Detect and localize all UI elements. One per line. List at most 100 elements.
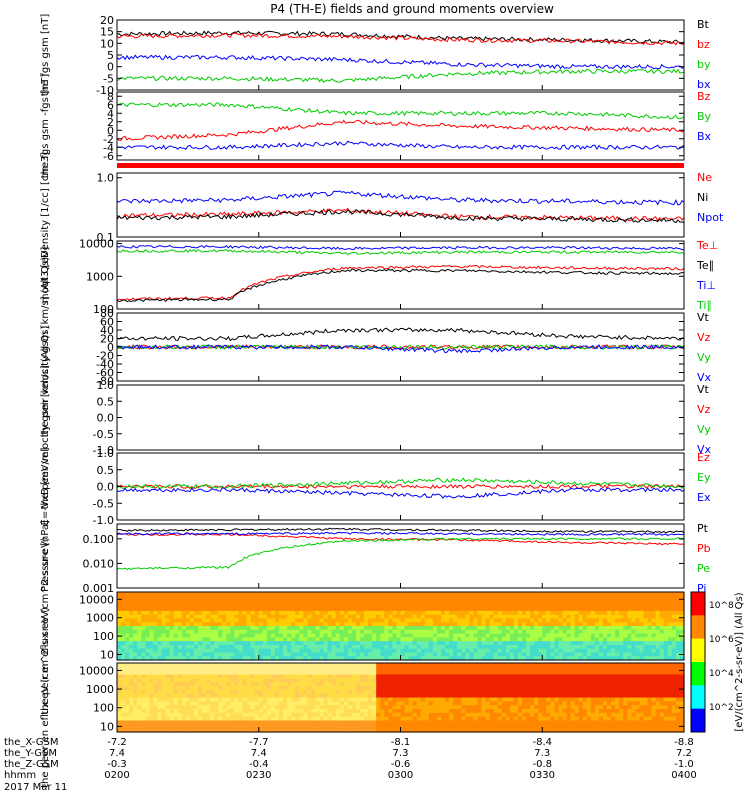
heatmap-cell xyxy=(542,693,547,699)
heatmap-cell xyxy=(189,686,195,691)
heatmap-cell xyxy=(181,720,187,725)
heatmap-cell xyxy=(615,644,620,650)
heatmap-cell xyxy=(412,656,418,661)
heatmap-cell xyxy=(315,618,321,623)
heatmap-cell xyxy=(327,629,333,635)
heatmap-cell xyxy=(177,689,183,695)
heatmap-cell xyxy=(198,626,203,631)
heatmap-cell xyxy=(550,709,555,714)
heatmap-cell xyxy=(408,622,414,627)
heatmap-cell xyxy=(339,678,345,683)
heatmap-cell xyxy=(145,686,150,691)
heatmap-cell xyxy=(501,674,507,679)
heatmap-cell xyxy=(295,607,300,612)
heatmap-cell xyxy=(643,626,649,631)
heatmap-cell xyxy=(266,716,272,722)
heatmap-cell xyxy=(242,720,248,725)
heatmap-cell xyxy=(453,637,458,642)
heatmap-cell xyxy=(505,629,511,635)
heatmap-cell xyxy=(489,610,495,616)
heatmap-cell xyxy=(153,656,159,661)
heatmap-cell xyxy=(323,701,329,706)
heatmap-cell xyxy=(505,728,511,733)
heatmap-cell xyxy=(226,644,231,650)
heatmap-cell xyxy=(505,599,511,604)
heatmap-cell xyxy=(250,603,256,608)
heatmap-cell xyxy=(611,614,616,620)
heatmap-cell xyxy=(659,614,665,620)
heatmap-cell xyxy=(189,603,195,608)
heatmap-cell xyxy=(538,666,543,672)
heatmap-cell xyxy=(125,728,130,733)
heatmap-cell xyxy=(643,603,649,608)
heatmap-cell xyxy=(392,622,398,627)
heatmap-cell xyxy=(360,670,365,676)
heatmap-cell xyxy=(189,682,195,687)
y-tick-label: 2 xyxy=(107,116,114,129)
heatmap-cell xyxy=(513,607,519,612)
heatmap-cell xyxy=(428,610,434,616)
heatmap-cell xyxy=(250,701,256,706)
heatmap-cell xyxy=(546,701,551,706)
y-axis-label: the peir velocity gsm [km/s] (All Qs) xyxy=(40,257,51,438)
heatmap-cell xyxy=(380,724,385,729)
heatmap-cell xyxy=(473,682,479,687)
heatmap-cell xyxy=(274,644,280,650)
heatmap-cell xyxy=(274,656,280,661)
heatmap-cell xyxy=(449,626,454,631)
heatmap-cell xyxy=(149,705,155,710)
heatmap-cell xyxy=(611,674,616,679)
heatmap-cell xyxy=(428,626,434,631)
heatmap-cell xyxy=(534,663,539,668)
heatmap-cell xyxy=(558,716,564,722)
heatmap-cell xyxy=(355,610,361,616)
heatmap-cell xyxy=(181,712,187,718)
heatmap-cell xyxy=(420,697,426,702)
heatmap-cell xyxy=(432,652,438,657)
heatmap-cell xyxy=(639,648,645,654)
heatmap-cell xyxy=(517,686,523,691)
heatmap-cell xyxy=(384,720,389,725)
heatmap-cell xyxy=(501,682,507,687)
heatmap-cell xyxy=(513,720,519,725)
heatmap-cell xyxy=(177,663,183,668)
heatmap-cell xyxy=(202,686,207,691)
heatmap-cell xyxy=(603,666,608,672)
heatmap-cell xyxy=(380,599,385,604)
heatmap-cell xyxy=(262,686,268,691)
heatmap-cell xyxy=(364,678,369,683)
heatmap-cell xyxy=(485,666,491,672)
heatmap-cell xyxy=(117,637,122,642)
heatmap-cell xyxy=(558,633,564,638)
heatmap-cell xyxy=(562,674,568,679)
heatmap-cell xyxy=(206,724,211,729)
heatmap-cell xyxy=(351,614,357,620)
heatmap-cell xyxy=(420,674,426,679)
heatmap-cell xyxy=(428,670,434,676)
heatmap-cell xyxy=(153,629,159,635)
heatmap-cell xyxy=(457,720,462,725)
heatmap-cell xyxy=(339,637,345,642)
heatmap-cell xyxy=(173,599,179,604)
heatmap-cell xyxy=(351,697,357,702)
heatmap-cell xyxy=(424,716,430,722)
heatmap-cell xyxy=(323,663,329,668)
heatmap-cell xyxy=(185,626,191,631)
heatmap-cell xyxy=(538,622,543,627)
heatmap-cell xyxy=(230,652,236,657)
heatmap-cell xyxy=(554,595,560,601)
heatmap-cell xyxy=(254,637,260,642)
heatmap-cell xyxy=(671,644,677,650)
heatmap-cell xyxy=(323,603,329,608)
heatmap-cell xyxy=(509,670,515,676)
heatmap-cell xyxy=(202,682,207,687)
heatmap-cell xyxy=(619,610,624,616)
heatmap-cell xyxy=(125,720,130,725)
heatmap-cell xyxy=(481,663,487,668)
heatmap-cell xyxy=(125,629,130,635)
y-axis-label: Pressure [nPa] xyxy=(40,520,51,592)
heatmap-cell xyxy=(574,595,580,601)
heatmap-cell xyxy=(570,644,576,650)
heatmap-cell xyxy=(133,595,138,601)
heatmap-cell xyxy=(258,614,264,620)
